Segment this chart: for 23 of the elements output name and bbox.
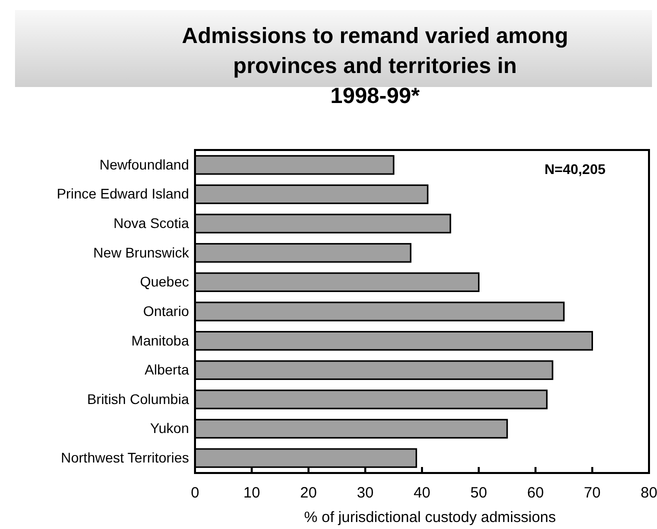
y-tick-label: Yukon: [150, 420, 189, 436]
y-tick-label: Quebec: [140, 274, 189, 290]
x-tick-label: 50: [470, 484, 488, 502]
y-tick-label: Newfoundland: [99, 156, 189, 172]
y-tick-label: Ontario: [143, 302, 190, 319]
y-tick-label: Manitoba: [131, 332, 190, 348]
x-tick-label: 80: [640, 484, 657, 502]
y-tick-label: British Columbia: [87, 390, 190, 407]
x-tick-label: 30: [356, 484, 374, 502]
y-tick-label: Alberta: [144, 362, 190, 378]
annotation: N=40,205: [544, 161, 606, 177]
x-tick-label: 10: [243, 484, 260, 502]
x-tick-label: 20: [300, 484, 317, 502]
x-tick-label: 0: [190, 484, 200, 502]
x-tick-label: 60: [527, 484, 544, 502]
y-tick-label: Nova Scotia: [114, 215, 190, 232]
x-tick-label: 40: [414, 484, 430, 502]
x-axis-title: % of jurisdictional custody admissions: [304, 509, 556, 526]
y-tick-label: Prince Edward Island: [56, 186, 189, 202]
x-tick-label: 70: [584, 484, 601, 502]
y-tick-label: Northwest Territories: [60, 450, 189, 466]
chart-title: Admissions to remand varied among provinces and territories in 1998-99*: [182, 23, 568, 108]
y-tick-label: New Brunswick: [93, 244, 190, 260]
